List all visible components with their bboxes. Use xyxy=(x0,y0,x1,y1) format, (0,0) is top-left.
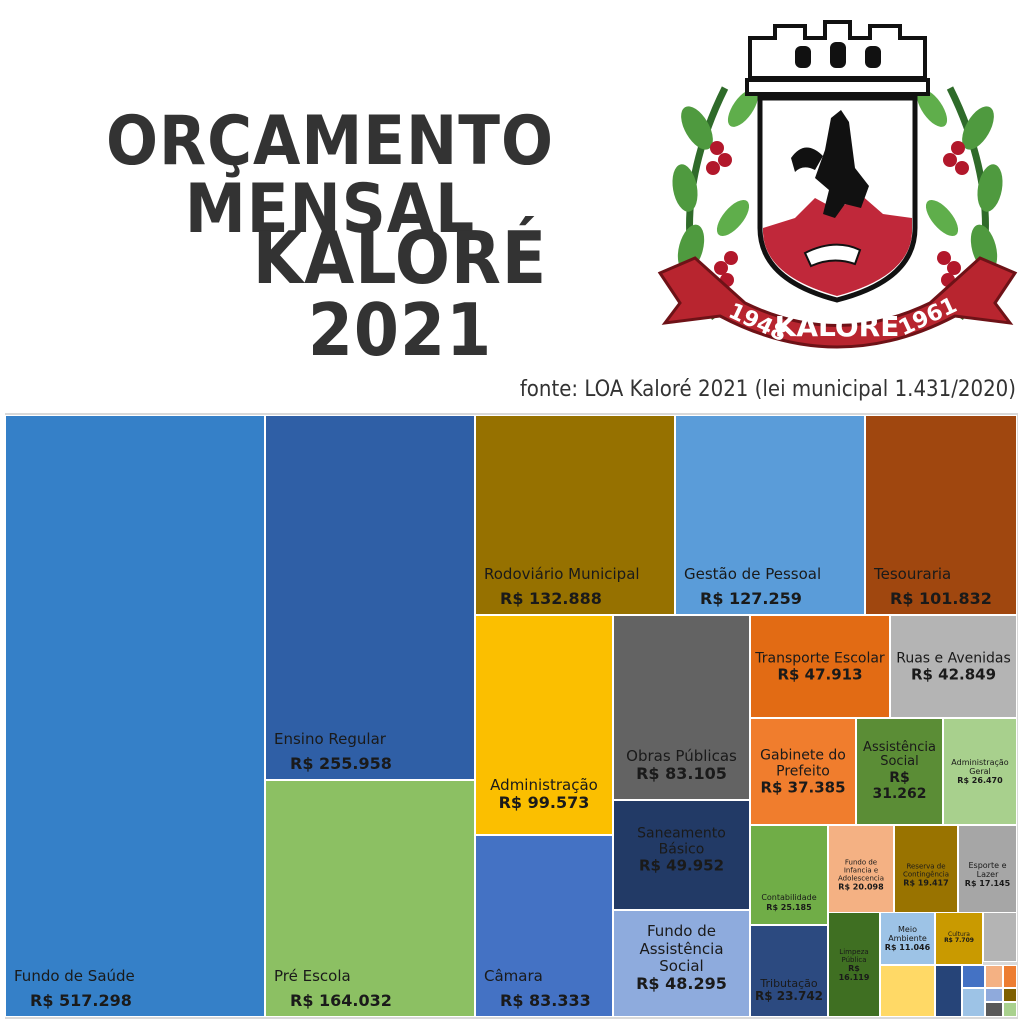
treemap-tile-value: R$ 99.573 xyxy=(498,793,590,813)
treemap-tile-small xyxy=(985,988,1003,1002)
treemap-tile-small xyxy=(962,988,985,1017)
treemap-tile: Reserva de Contingência R$ 19.417 xyxy=(894,825,958,925)
treemap-tile-name: Cultura xyxy=(948,930,970,938)
treemap-tile-value: R$ 26.470 xyxy=(957,776,1003,786)
treemap-tile: Administração Geral R$ 26.470 xyxy=(943,718,1017,825)
treemap-tile-name: Fundo de Saúde xyxy=(14,967,135,986)
treemap-tile: Pré Escola R$ 164.032 xyxy=(265,780,475,1017)
treemap-tile-name: Fundo de Assistência Social xyxy=(639,922,724,975)
treemap-tile-name: Gabinete do Prefeito xyxy=(760,746,846,779)
treemap-tile-name: Transporte Escolar xyxy=(755,649,885,666)
treemap-tile-value: R$ 23.742 xyxy=(754,989,824,1004)
treemap-tile: Meio Ambiente R$ 11.046 xyxy=(880,912,935,965)
treemap-tile: Gestão de Pessoal R$ 127.259 xyxy=(675,415,865,615)
treemap-tile-name: Administração Geral xyxy=(951,757,1009,776)
treemap-tile-name: Câmara xyxy=(484,967,543,986)
treemap-tile-name: Ensino Regular xyxy=(274,730,386,749)
treemap-tile-value: R$ 101.832 xyxy=(890,588,992,608)
treemap-tile-value: R$ 20.098 xyxy=(838,882,884,892)
crest-year-right: 1961 xyxy=(895,293,961,342)
treemap-tile-name: Pré Escola xyxy=(274,967,351,986)
treemap-tile-value: R$ 16.119 xyxy=(838,963,870,982)
budget-treemap: Fundo de Saúde R$ 517.298 Ensino Regular R$… xyxy=(5,413,1018,1019)
treemap-tile-name: Assistência Social xyxy=(863,739,936,770)
treemap-tile: Fundo de Saúde R$ 517.298 xyxy=(5,415,265,1017)
treemap-tile-value: R$ 17.145 xyxy=(964,879,1011,889)
treemap-tile-value: R$ 83.105 xyxy=(636,764,727,784)
treemap-tile-name: Administração xyxy=(490,775,598,794)
treemap-tile-name: Meio Ambiente xyxy=(888,924,927,943)
title-line-1: ORÇAMENTO MENSAL xyxy=(106,102,554,249)
treemap-tile-name: Rodoviário Municipal xyxy=(484,565,640,584)
treemap-tile-name: Ruas e Avenidas xyxy=(896,649,1011,666)
treemap-tile: Fundo de Infancia e Adolescencia R$ 20.09… xyxy=(828,825,894,925)
treemap-tile-small xyxy=(1003,965,1017,988)
treemap-tile: Tesouraria R$ 101.832 xyxy=(865,415,1017,615)
treemap-tile-name: Fundo de Infancia e Adolescencia xyxy=(838,858,884,883)
treemap-tile: Tributação R$ 23.742 xyxy=(750,925,828,1017)
treemap-tile-small xyxy=(1003,988,1017,1002)
treemap-tile-name: Contabilidade xyxy=(761,893,817,903)
treemap-tile: Ruas e Avenidas R$ 42.849 xyxy=(890,615,1017,718)
treemap-tile-name: Saneamento Básico xyxy=(637,824,726,857)
treemap-tile-small xyxy=(935,965,962,1017)
treemap-tile: Obras Públicas R$ 83.105 xyxy=(613,615,750,800)
banner-ribbon-icon xyxy=(657,256,1018,349)
treemap-tile-small xyxy=(880,965,935,1017)
treemap-tile-value: R$ 132.888 xyxy=(500,588,602,608)
treemap-tile: Câmara R$ 83.333 xyxy=(475,835,613,1017)
treemap-tile-value: R$ 49.952 xyxy=(638,856,725,875)
treemap-tile-value: R$ 11.046 xyxy=(884,943,931,953)
treemap-tile-value: R$ 19.417 xyxy=(903,878,949,888)
treemap-tile-small xyxy=(985,1002,1003,1017)
treemap-tile: Rodoviário Municipal R$ 132.888 xyxy=(475,415,675,615)
treemap-tile-value: R$ 517.298 xyxy=(30,990,132,1010)
treemap-tile: Gabinete do Prefeito R$ 37.385 xyxy=(750,718,856,825)
treemap-tile-name: Limpeza Pública xyxy=(839,947,869,964)
treemap-tile-name: Gestão de Pessoal xyxy=(684,565,822,584)
treemap-tile-value: R$ 255.958 xyxy=(290,753,392,773)
treemap-tile: Contabilidade R$ 25.185 xyxy=(750,825,828,925)
treemap-tile: Ensino Regular R$ 255.958 xyxy=(265,415,475,780)
treemap-tile: Saneamento Básico R$ 49.952 xyxy=(613,800,750,910)
treemap-tile-value: R$ 47.913 xyxy=(777,664,863,683)
treemap-tile-value: R$ 7.709 xyxy=(944,937,974,945)
treemap-tile: Esporte e Lazer R$ 17.145 xyxy=(958,825,1017,925)
treemap-tile-value: R$ 42.849 xyxy=(910,664,997,683)
treemap-tile-small xyxy=(1003,1002,1017,1017)
treemap-tile: Assistência Social R$ 31.262 xyxy=(856,718,943,825)
kalore-coat-of-arms-logo: 1948 KALORÉ 1961 xyxy=(657,20,1018,349)
treemap-tile-name: Esporte e Lazer xyxy=(968,861,1007,880)
treemap-tile: Transporte Escolar R$ 47.913 xyxy=(750,615,890,718)
treemap-tile-value: R$ 25.185 xyxy=(766,902,812,912)
treemap-tile-name: Obras Públicas xyxy=(626,747,737,766)
treemap-tile-value: R$ 31.262 xyxy=(872,770,927,803)
treemap-tile-name: Reserva de Contingência xyxy=(902,862,949,879)
treemap-tile: Administração R$ 99.573 xyxy=(475,615,613,835)
treemap-tile-name: Tributação xyxy=(760,976,818,990)
treemap-tile-small xyxy=(983,912,1017,962)
treemap-tile-small xyxy=(985,965,1003,988)
treemap-tile-value: R$ 37.385 xyxy=(760,777,846,796)
coffee-branch-right-icon xyxy=(916,86,1003,320)
shield-icon xyxy=(757,95,918,303)
treemap-tile-name: Tesouraria xyxy=(874,565,952,584)
title-line-2: KALORÉ 2021 xyxy=(252,216,548,372)
treemap-tile: Limpeza Pública R$ 16.119 xyxy=(828,912,880,1017)
source-note: fonte: LOA Kaloré 2021 (lei municipal 1.… xyxy=(519,377,1016,402)
treemap-tile-value: R$ 83.333 xyxy=(500,990,591,1010)
treemap-tile-value: R$ 164.032 xyxy=(290,990,392,1010)
treemap-tile: Cultura R$ 7.709 xyxy=(935,912,983,965)
treemap-tile: Fundo de Assistência Social R$ 48.295 xyxy=(613,910,750,1017)
treemap-tile-value: R$ 127.259 xyxy=(700,588,802,608)
treemap-tile-small xyxy=(962,965,985,988)
mural-crown-icon xyxy=(745,20,930,96)
treemap-tile-value: R$ 48.295 xyxy=(636,973,727,993)
crest-banner-name: KALORÉ xyxy=(775,309,900,343)
